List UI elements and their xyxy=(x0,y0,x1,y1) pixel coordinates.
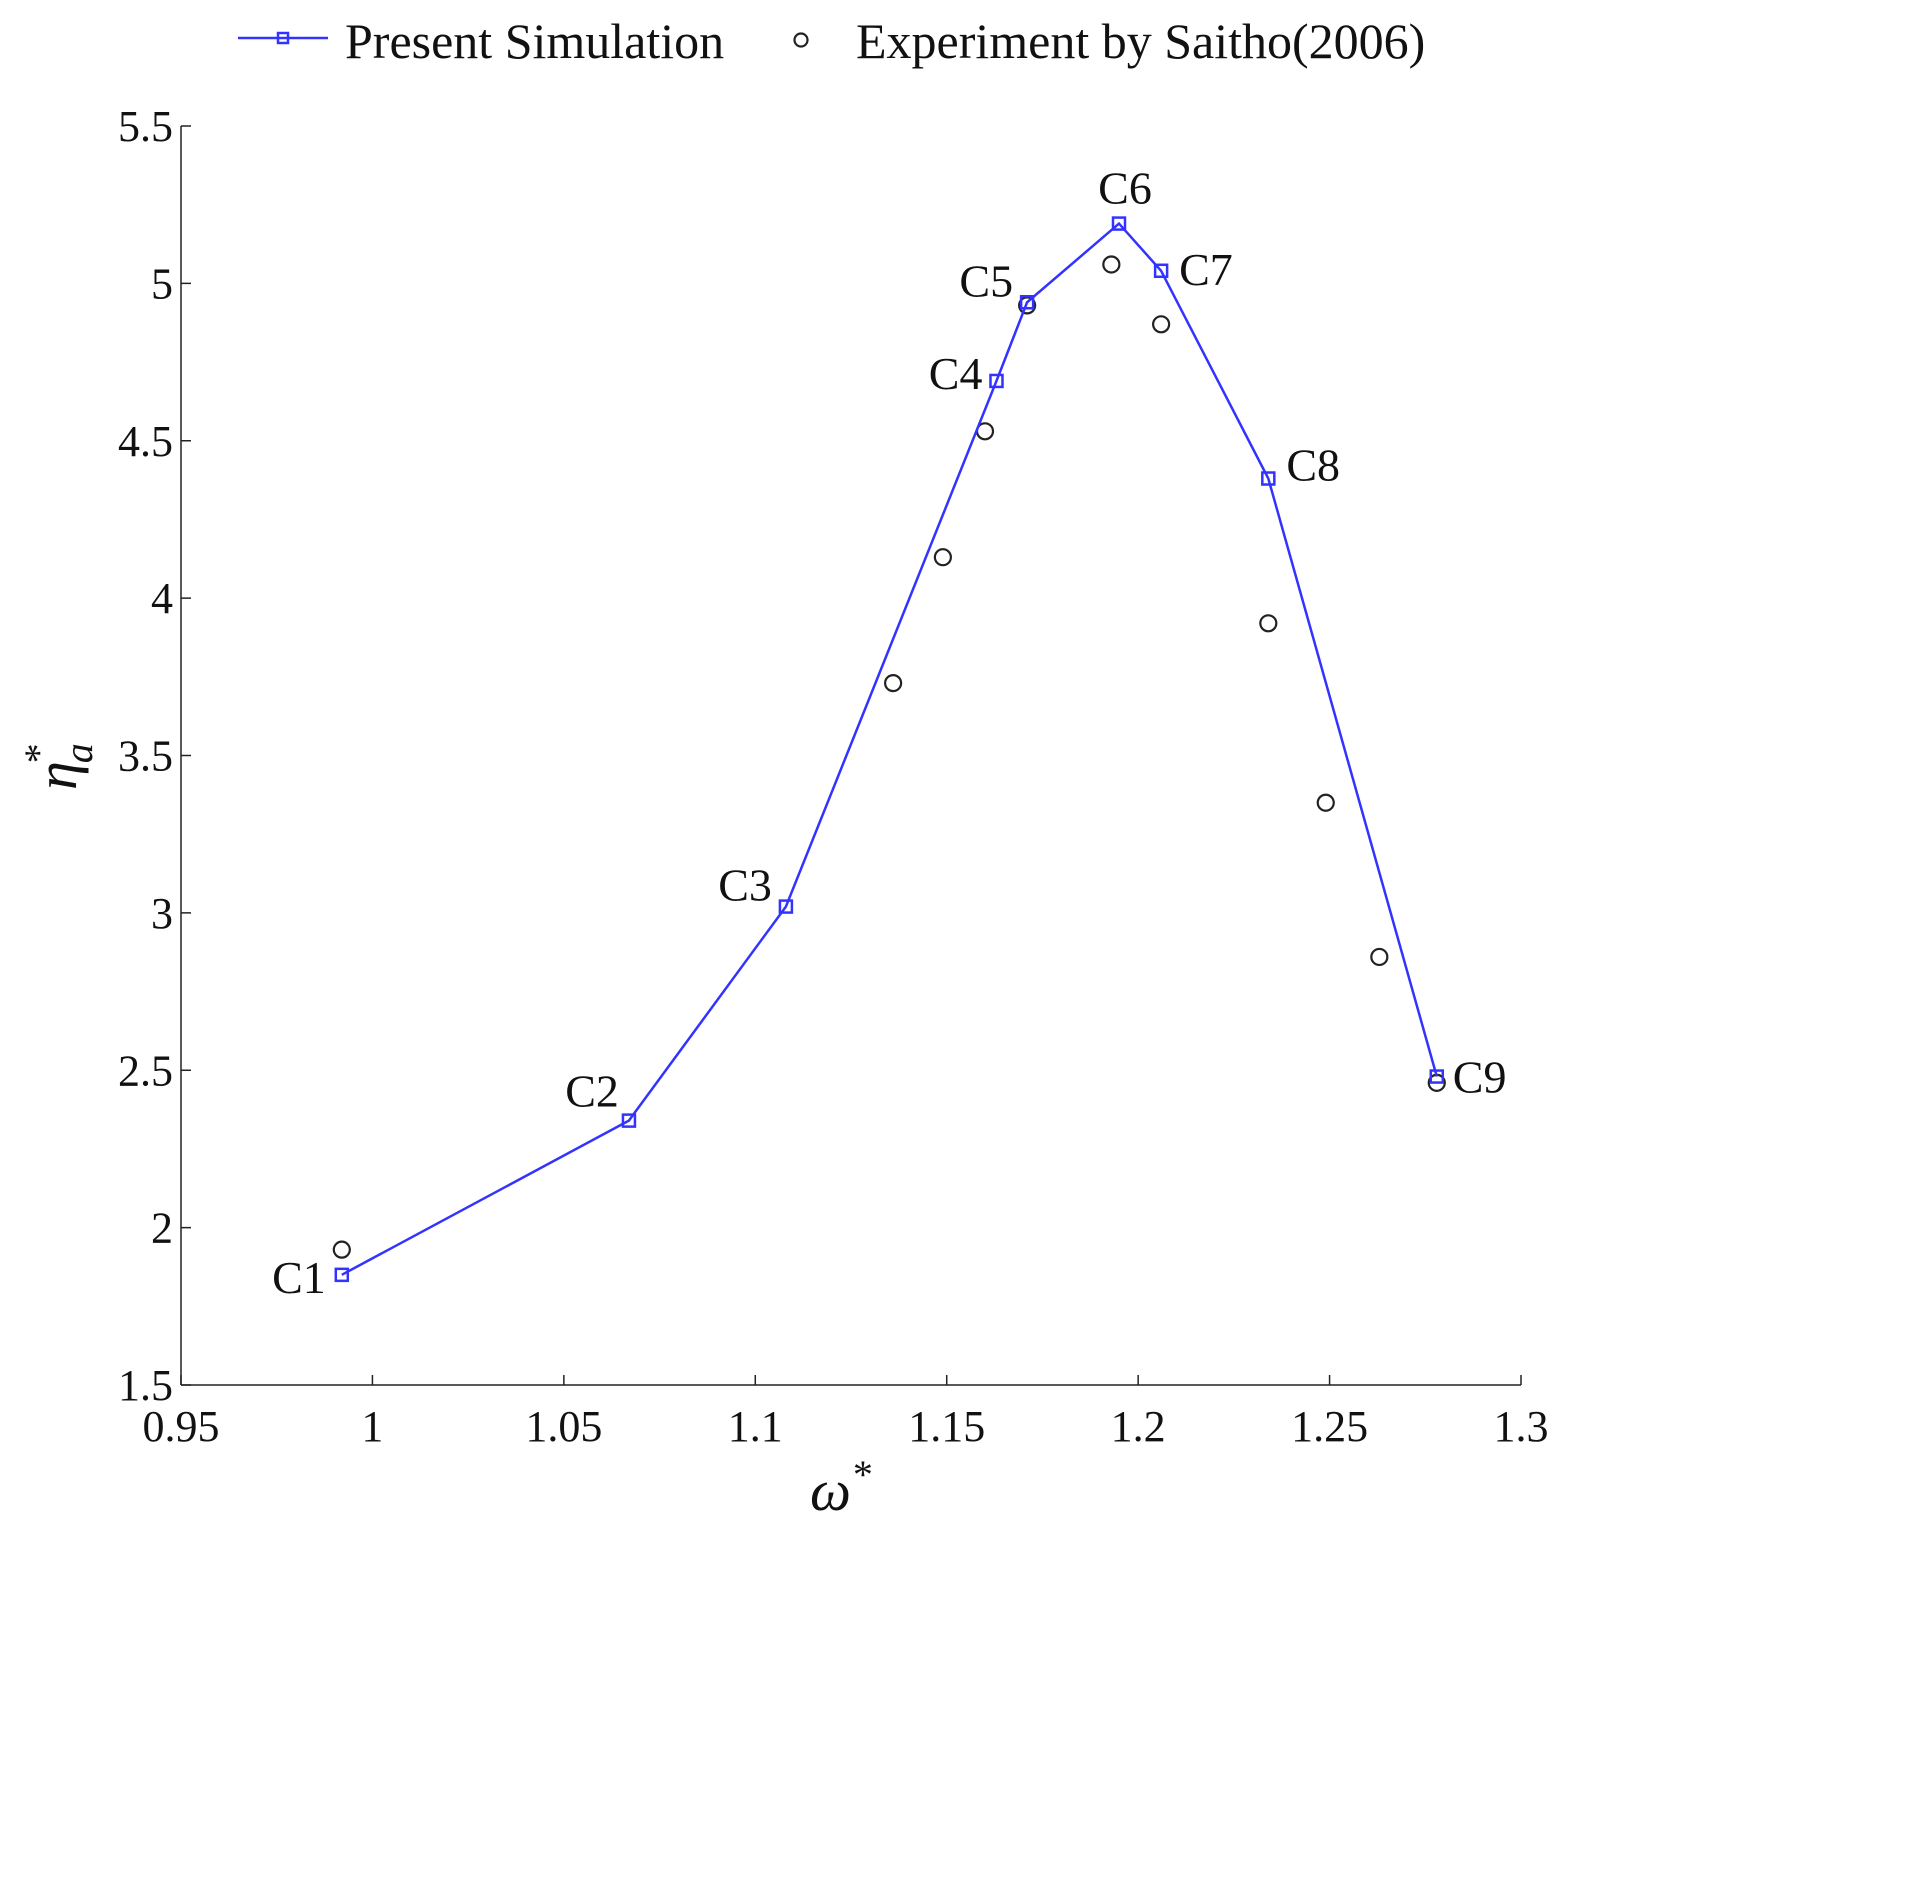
simulation-point xyxy=(1153,263,1169,279)
experiment-point xyxy=(1370,947,1389,967)
simulation-point xyxy=(1261,471,1276,486)
y-tick-label: 3 xyxy=(151,889,173,938)
x-ticks: 0.95 1 1.05 1.1 1.15 1.2 1.25 1.3 xyxy=(143,1375,1549,1451)
simulation-point xyxy=(1019,295,1035,310)
legend-simulation-marker xyxy=(276,31,290,45)
x-tick-label: 1 xyxy=(361,1402,383,1451)
y-tick-label: 2 xyxy=(151,1204,173,1253)
legend: Present Simulation Experiment by Saitho(… xyxy=(238,13,1425,69)
experiment-point xyxy=(1102,255,1121,274)
y-axis-label: ηa* xyxy=(16,743,101,790)
simulation-point xyxy=(334,1267,350,1283)
x-tick-label: 1.05 xyxy=(525,1402,602,1451)
point-label: C5 xyxy=(959,255,1013,306)
x-tick-label: 1.25 xyxy=(1291,1402,1368,1451)
y-tick-label: 5.5 xyxy=(118,102,173,151)
plot-area: C1 C2 C3 C4 C5 C6 C7 C8 C9 xyxy=(272,163,1506,1303)
experiment-point xyxy=(933,548,952,567)
simulation-point xyxy=(1111,216,1127,231)
point-label: C9 xyxy=(1453,1052,1507,1103)
experiment-point xyxy=(1316,793,1335,812)
legend-simulation-label: Present Simulation xyxy=(345,13,724,69)
x-axis-label: ω* xyxy=(810,1452,871,1523)
experiment-point xyxy=(1259,614,1278,633)
y-tick-label: 2.5 xyxy=(118,1046,173,1095)
simulation-point xyxy=(621,1113,637,1128)
point-label: C8 xyxy=(1286,440,1340,491)
simulation-point xyxy=(1429,1069,1445,1084)
y-ticks: 1.5 2 2.5 3 3.5 4 4.5 5 5.5 xyxy=(118,102,191,1410)
point-label: C2 xyxy=(565,1066,619,1117)
x-tick-label: 1.2 xyxy=(1111,1402,1166,1451)
x-tick-label: 1.15 xyxy=(908,1402,985,1451)
experiment-point xyxy=(884,674,903,693)
legend-experiment-label: Experiment by Saitho(2006) xyxy=(856,13,1425,69)
x-tick-label: 1.3 xyxy=(1494,1402,1549,1451)
x-tick-label: 1.1 xyxy=(728,1402,783,1451)
y-tick-label: 4 xyxy=(151,574,173,623)
point-label: C1 xyxy=(272,1252,326,1303)
experiment-point xyxy=(1152,315,1171,334)
simulation-point xyxy=(778,899,794,914)
simulation-line xyxy=(341,221,1439,1276)
experiment-point xyxy=(332,1240,351,1259)
point-label: C4 xyxy=(929,348,983,399)
simulation-point xyxy=(989,373,1004,389)
chart: Present Simulation Experiment by Saitho(… xyxy=(16,13,1549,1523)
y-tick-label: 3.5 xyxy=(118,732,173,781)
point-label: C7 xyxy=(1179,244,1233,295)
x-tick-label: 0.95 xyxy=(143,1402,220,1451)
point-label: C6 xyxy=(1098,163,1152,214)
y-tick-label: 1.5 xyxy=(118,1361,173,1410)
y-tick-label: 4.5 xyxy=(118,417,173,466)
legend-experiment-marker xyxy=(793,32,809,48)
y-tick-label: 5 xyxy=(151,259,173,308)
point-label: C3 xyxy=(718,860,772,911)
